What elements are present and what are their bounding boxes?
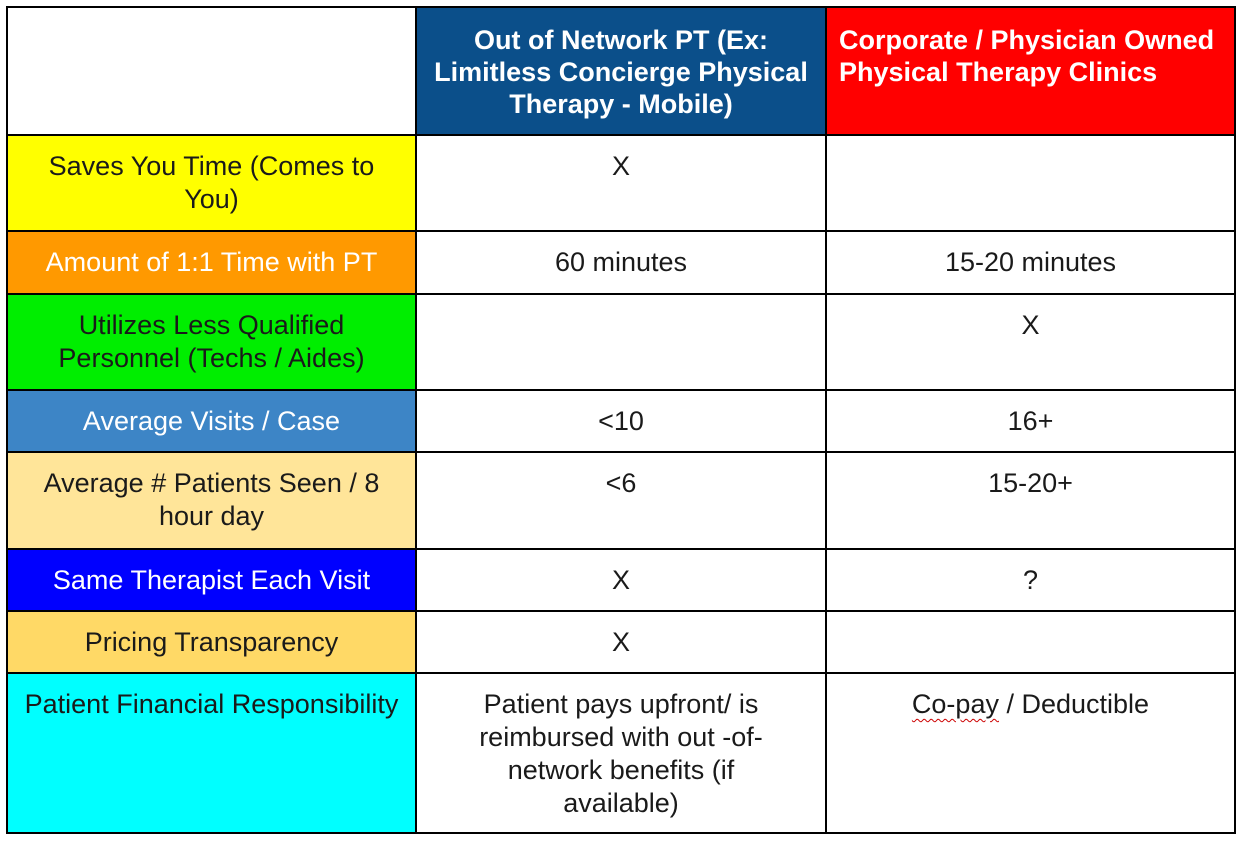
row-label: Pricing Transparency xyxy=(6,610,417,674)
spellcheck-underlined-word: Co-pay xyxy=(911,689,999,719)
out-of-network-value: Patient pays upfront/ is reimbursed with… xyxy=(415,672,827,834)
comparison-table: Out of Network PT (Ex: Limitless Concier… xyxy=(6,6,1236,834)
row-label: Patient Financial Responsibility xyxy=(6,672,417,834)
out-of-network-value: X xyxy=(415,610,827,674)
corporate-value-rest: / Deductible xyxy=(998,689,1150,719)
corporate-value: Co-pay / Deductible xyxy=(825,672,1236,834)
corporate-value xyxy=(825,610,1236,674)
table-row: Amount of 1:1 Time with PT 60 minutes 15… xyxy=(6,230,1236,295)
header-row: Out of Network PT (Ex: Limitless Concier… xyxy=(6,6,1236,136)
row-label: Saves You Time (Comes to You) xyxy=(6,134,417,232)
corporate-value xyxy=(825,134,1236,232)
corporate-value: 15-20 minutes xyxy=(825,230,1236,295)
table-row: Average Visits / Case <10 16+ xyxy=(6,389,1236,453)
row-label: Utilizes Less Qualified Personnel (Techs… xyxy=(6,293,417,391)
row-label: Same Therapist Each Visit xyxy=(6,548,417,612)
header-corporate: Corporate / Physician Owned Physical The… xyxy=(825,6,1236,136)
header-empty-cell xyxy=(6,6,417,136)
table-row: Same Therapist Each Visit X ? xyxy=(6,548,1236,612)
out-of-network-value: 60 minutes xyxy=(415,230,827,295)
table-row: Patient Financial Responsibility Patient… xyxy=(6,672,1236,834)
header-corporate-text: Corporate / Physician Owned Physical The… xyxy=(839,25,1215,87)
corporate-value: ? xyxy=(825,548,1236,612)
row-label: Average Visits / Case xyxy=(6,389,417,453)
corporate-value: X xyxy=(825,293,1236,391)
row-label: Average # Patients Seen / 8 hour day xyxy=(6,451,417,550)
row-label: Amount of 1:1 Time with PT xyxy=(6,230,417,295)
corporate-value: 15-20+ xyxy=(825,451,1236,550)
table-row: Average # Patients Seen / 8 hour day <6 … xyxy=(6,451,1236,550)
out-of-network-value: <6 xyxy=(415,451,827,550)
table-row: Pricing Transparency X xyxy=(6,610,1236,674)
out-of-network-value: X xyxy=(415,134,827,232)
header-out-of-network-text: Out of Network PT (Ex: Limitless Concier… xyxy=(434,25,808,119)
out-of-network-value: <10 xyxy=(415,389,827,453)
table-row: Utilizes Less Qualified Personnel (Techs… xyxy=(6,293,1236,391)
out-of-network-value xyxy=(415,293,827,391)
header-out-of-network: Out of Network PT (Ex: Limitless Concier… xyxy=(415,6,827,136)
out-of-network-value: X xyxy=(415,548,827,612)
table-row: Saves You Time (Comes to You) X xyxy=(6,134,1236,232)
corporate-value: 16+ xyxy=(825,389,1236,453)
